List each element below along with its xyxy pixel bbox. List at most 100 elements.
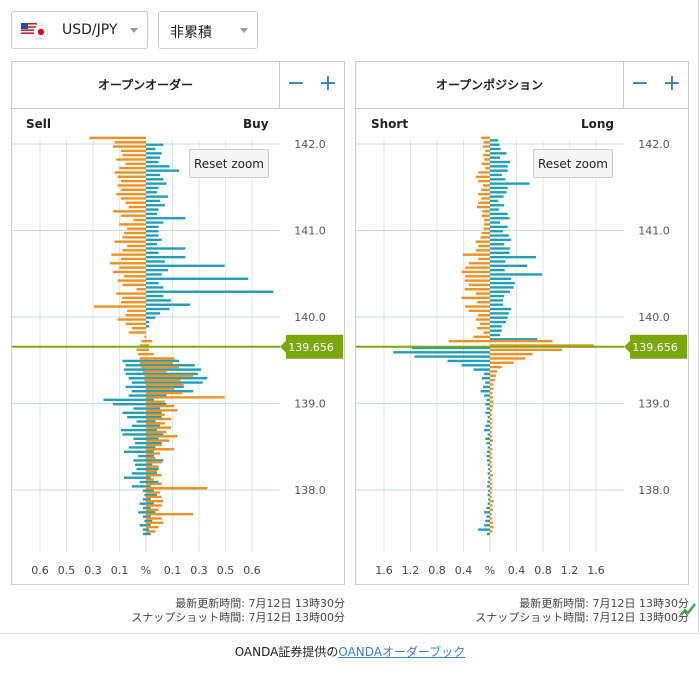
bar-short_below bbox=[488, 498, 490, 501]
price-tick-label: 138.0 bbox=[294, 484, 326, 497]
bar-sell_below bbox=[138, 511, 146, 514]
bar-sell bbox=[116, 292, 146, 295]
bar-short_below bbox=[485, 411, 490, 415]
bar-long_below bbox=[490, 352, 533, 356]
bar-sell bbox=[114, 141, 146, 144]
current-price-label: 139.656 bbox=[632, 341, 678, 354]
bar-long bbox=[490, 312, 509, 315]
reset-zoom-button[interactable]: Reset zoom bbox=[189, 149, 269, 178]
bar-short_below bbox=[488, 467, 490, 471]
bar-buy bbox=[146, 398, 154, 402]
bar-short bbox=[485, 149, 490, 153]
bar-buy bbox=[146, 359, 180, 363]
zoom-in-button[interactable]: + bbox=[662, 71, 682, 96]
bar-long bbox=[490, 212, 508, 216]
bar-buy bbox=[146, 407, 161, 410]
bar-sell bbox=[128, 205, 146, 209]
bar-short bbox=[477, 301, 490, 304]
bar-sell bbox=[120, 214, 146, 217]
bar-short bbox=[481, 231, 490, 235]
snapshot-time: スナップショット時間: 7月12日 13時00分 bbox=[131, 611, 345, 624]
bar-buy_below bbox=[146, 482, 162, 486]
bar-sell_below bbox=[120, 428, 146, 432]
bar-buy_below bbox=[146, 487, 208, 490]
x-tick-label: 0.4 bbox=[508, 564, 526, 577]
currency-pair-select[interactable]: USD/JPY bbox=[11, 11, 148, 49]
bar-long bbox=[490, 307, 512, 311]
bar-buy_below bbox=[146, 400, 165, 403]
bar-sell bbox=[116, 192, 146, 196]
bar-short bbox=[481, 188, 490, 191]
bar-sell_below bbox=[131, 390, 146, 393]
bar-sell bbox=[109, 262, 146, 265]
bar-long_below bbox=[490, 396, 493, 399]
bar-sell_below bbox=[139, 502, 146, 505]
bar-buy bbox=[146, 498, 151, 501]
accumulation-mode-select[interactable]: 非累積 bbox=[158, 11, 258, 49]
bar-long_below bbox=[490, 443, 492, 447]
bar-buy bbox=[146, 152, 162, 155]
bar-sell_below bbox=[139, 480, 146, 484]
bar-short bbox=[483, 227, 490, 230]
bar-short_below bbox=[486, 407, 490, 410]
bar-buy bbox=[146, 182, 167, 185]
zoom-in-button[interactable]: + bbox=[318, 71, 338, 96]
open-orders-chart[interactable]: 142.0 141.0 140.0 139.0 138.0 0.6 0.5 0.3 0.1% 0.… bbox=[12, 62, 344, 584]
bar-buy bbox=[146, 524, 151, 527]
bar-short_below bbox=[484, 372, 490, 376]
bar-short bbox=[478, 244, 490, 248]
bar-buy_below bbox=[146, 391, 183, 395]
bar-sell_below bbox=[131, 472, 146, 475]
bar-sell bbox=[120, 149, 146, 153]
bar-long_below bbox=[490, 391, 493, 395]
bar-long bbox=[490, 178, 506, 181]
zoom-out-button[interactable]: − bbox=[286, 71, 306, 96]
bar-short_below bbox=[487, 420, 490, 423]
bar-buy_below bbox=[146, 469, 158, 473]
bar-sell_below bbox=[128, 377, 146, 380]
bar-short_below bbox=[488, 476, 490, 479]
bar-buy_below bbox=[146, 339, 153, 343]
bar-long bbox=[490, 242, 505, 246]
zoom-out-button[interactable]: − bbox=[630, 71, 650, 96]
bar-long_below bbox=[490, 491, 492, 494]
bar-short bbox=[465, 275, 490, 278]
bar-long bbox=[490, 260, 506, 263]
bar-buy bbox=[146, 467, 159, 471]
bar-long bbox=[490, 286, 514, 289]
bar-sell bbox=[139, 357, 146, 360]
bar-sell_below bbox=[127, 415, 146, 419]
bar-long_below bbox=[490, 469, 492, 473]
open-positions-chart[interactable]: 142.0 141.0 140.0 139.0 138.0 1.6 1.2 0.8 0.4% 0.… bbox=[356, 62, 688, 584]
bar-long_below bbox=[490, 400, 494, 403]
bar-sell bbox=[139, 361, 146, 364]
bar-long_below bbox=[490, 404, 493, 408]
bar-short bbox=[475, 318, 490, 321]
x-tick-label: 1.6 bbox=[375, 564, 393, 577]
bar-buy bbox=[146, 502, 154, 505]
bar-sell bbox=[112, 270, 146, 274]
bar-long bbox=[490, 264, 528, 267]
bar-buy bbox=[146, 312, 161, 315]
bar-long_below bbox=[490, 387, 494, 390]
bar-buy_below bbox=[146, 396, 225, 399]
bar-short bbox=[482, 145, 490, 148]
oanda-logo-icon bbox=[680, 603, 696, 616]
bar-sell bbox=[120, 188, 146, 191]
open-positions-panel: オープンポジション − + Short Long 142.0 141.0 140.0… bbox=[355, 61, 689, 585]
bar-sell bbox=[117, 279, 146, 282]
bar-buy bbox=[146, 325, 150, 328]
bar-long bbox=[490, 268, 505, 272]
bar-short bbox=[482, 153, 490, 157]
bar-buy_below bbox=[146, 478, 154, 481]
bar-buy bbox=[146, 364, 195, 367]
bar-buy bbox=[146, 303, 191, 306]
bar-buy bbox=[146, 143, 164, 146]
order-book-link[interactable]: OANDAオーダーブック bbox=[338, 645, 466, 659]
reset-zoom-button[interactable]: Reset zoom bbox=[533, 149, 613, 178]
bar-short_below bbox=[487, 459, 490, 462]
bar-long bbox=[490, 303, 503, 306]
bar-short bbox=[473, 335, 490, 339]
bar-sell bbox=[133, 218, 146, 222]
bar-sell_below bbox=[123, 368, 146, 371]
